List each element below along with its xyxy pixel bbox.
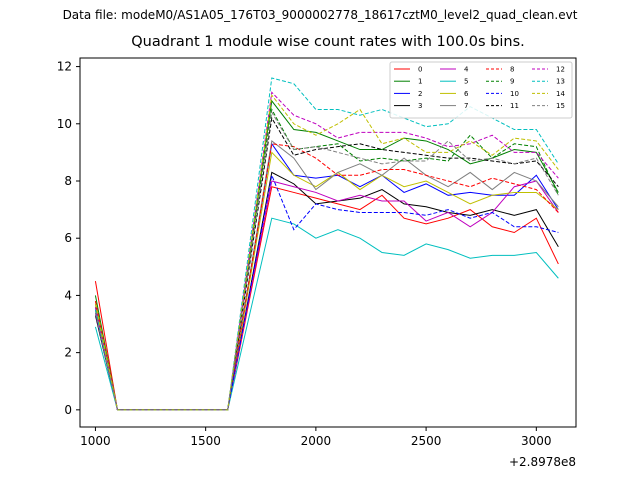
- series-line-8: [94, 143, 559, 411]
- y-tick-label: 10: [57, 117, 72, 131]
- y-tick-label: 2: [64, 346, 72, 360]
- legend-label-10: 10: [510, 90, 519, 98]
- series-line-2: [94, 142, 559, 411]
- x-tick-label: 2500: [411, 434, 442, 448]
- y-axis: 0 2 4 6 8 10 12: [57, 60, 80, 417]
- x-offset-label: +2.8978e8: [509, 455, 576, 469]
- series-line-12: [94, 91, 559, 411]
- y-tick-label: 4: [64, 288, 72, 302]
- legend-label-0: 0: [418, 66, 422, 74]
- legend-label-9: 9: [510, 78, 514, 86]
- series-line-14: [94, 93, 559, 411]
- axes-frame: [79, 57, 577, 428]
- figure-suptitle: Data file: modeM0/AS1A05_176T03_90000027…: [62, 8, 578, 22]
- series-line-11: [94, 116, 559, 411]
- y-tick-label: 6: [64, 231, 72, 245]
- series-line-5: [94, 217, 559, 411]
- series-line-3: [94, 171, 559, 411]
- legend-label-12: 12: [556, 66, 565, 74]
- legend-label-7: 7: [464, 102, 468, 110]
- legend-label-15: 15: [556, 102, 565, 110]
- x-tick-label: 3000: [521, 434, 552, 448]
- series-line-6: [94, 151, 559, 411]
- series-line-13: [94, 77, 559, 411]
- legend-label-11: 11: [510, 102, 519, 110]
- legend-label-4: 4: [464, 66, 469, 74]
- y-tick-label: 12: [57, 60, 72, 74]
- x-tick-label: 2000: [301, 434, 332, 448]
- legend-label-5: 5: [464, 78, 468, 86]
- x-tick-label: 1000: [80, 434, 111, 448]
- legend-label-2: 2: [418, 90, 422, 98]
- series-lines: [94, 77, 559, 411]
- series-line-15: [94, 110, 559, 411]
- legend-box: [389, 61, 573, 119]
- y-tick-label: 0: [64, 403, 72, 417]
- chart-title: Quadrant 1 module wise count rates with …: [131, 34, 525, 50]
- y-tick-label: 8: [64, 174, 72, 188]
- legend-label-3: 3: [418, 102, 422, 110]
- legend-label-1: 1: [418, 78, 422, 86]
- x-tick-label: 1500: [190, 434, 221, 448]
- series-line-9: [94, 107, 559, 411]
- legend-label-8: 8: [510, 66, 514, 74]
- legend-label-13: 13: [556, 78, 565, 86]
- x-axis: 1000 1500 2000 2500 3000: [80, 427, 552, 448]
- series-line-4: [94, 180, 559, 411]
- series-line-0: [94, 186, 559, 411]
- series-line-7: [94, 140, 559, 411]
- legend-label-6: 6: [464, 90, 469, 98]
- legend-label-14: 14: [556, 90, 565, 98]
